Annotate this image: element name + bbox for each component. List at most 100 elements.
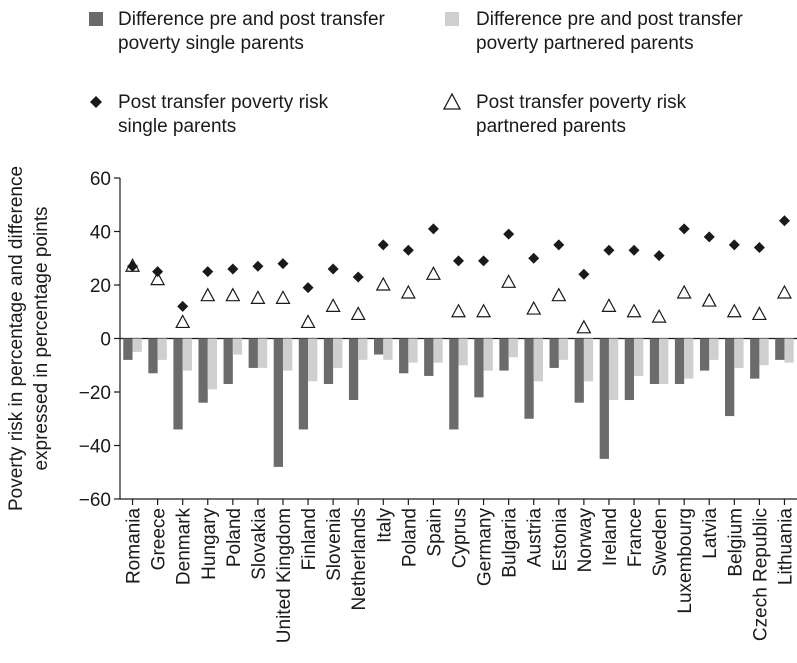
point-single-parents [478, 255, 490, 267]
bar-single-parents [399, 338, 409, 374]
bar-single-parents [574, 338, 584, 403]
x-tick-label: Slovenia [324, 508, 345, 581]
bar-single-parents [775, 338, 785, 360]
bar-partnered-parents [709, 338, 719, 360]
point-partnered-parents [225, 287, 241, 302]
bar-single-parents [298, 338, 309, 430]
x-tick-label: Luxembourg [675, 508, 696, 614]
bar-single-parents [323, 338, 334, 384]
x-tick-label: Poland [399, 508, 420, 567]
legend-label-line: Difference pre and post transfer [476, 9, 744, 30]
x-tick-labels: Romania Greece Denmark Hungary Poland Slovaki… [124, 508, 797, 644]
point-partnered-parents [751, 306, 767, 321]
legend-swatch-triangle [442, 92, 462, 110]
bar-partnered-parents [383, 338, 393, 360]
point-single-parents [202, 266, 214, 278]
point-partnered-parents [626, 303, 642, 318]
bar-partnered-parents [533, 338, 543, 382]
legend-swatch-dark [89, 12, 103, 26]
x-tick-label: Finland [299, 508, 320, 570]
bar-partnered-parents [608, 338, 619, 401]
legend-item-diamond: Post transfer poverty risk single parents [90, 92, 329, 137]
bar-single-parents [624, 338, 635, 401]
bar-partnered-parents [483, 338, 493, 371]
bar-single-parents [725, 338, 735, 417]
x-tick-label: Lithuania [775, 508, 796, 586]
point-single-parents [678, 223, 690, 235]
bar-partnered-parents [358, 338, 368, 360]
legend-swatch-diamond [90, 96, 102, 108]
bar-single-parents [499, 338, 509, 371]
x-tick-label: Netherlands [349, 508, 370, 610]
point-single-parents [302, 282, 314, 294]
bar-partnered-parents [558, 338, 569, 360]
legend-swatch-light [445, 12, 459, 26]
point-single-parents [427, 223, 439, 235]
bar-partnered-parents [734, 338, 744, 368]
x-tick-label: France [625, 508, 646, 567]
x-tick-label: United Kingdom [274, 508, 295, 643]
x-tick-label: Bulgaria [500, 508, 521, 578]
bar-single-parents [524, 338, 534, 419]
point-partnered-parents [375, 276, 391, 291]
x-tick-label: Latvia [700, 508, 721, 559]
x-tick-label: Czech Republic [750, 508, 771, 641]
bar-single-parents [123, 338, 133, 360]
bar-partnered-parents [684, 338, 694, 379]
legend-label-line: single parents [118, 116, 236, 137]
x-tick-label: Denmark [174, 508, 195, 586]
x-tick-label: Romania [124, 508, 145, 584]
bar-single-parents [173, 338, 183, 430]
y-axis-title: Poverty risk in percentage and differenc… [6, 166, 52, 511]
point-partnered-parents [701, 292, 717, 307]
point-single-parents [703, 231, 715, 243]
bar-single-parents [649, 338, 660, 384]
bar-partnered-parents [508, 338, 518, 358]
point-partnered-parents [175, 314, 191, 329]
point-partnered-parents [501, 274, 517, 288]
bar-partnered-parents [308, 338, 318, 382]
x-tick-label: Sweden [650, 508, 671, 577]
bar-single-parents [223, 338, 233, 384]
point-single-parents [152, 266, 164, 278]
legend-label-line: poverty partnered parents [476, 33, 694, 54]
x-tick-label: Cyprus [450, 508, 471, 568]
x-tick-label: Poland [224, 508, 245, 567]
x-tick-label: Norway [575, 508, 596, 573]
point-single-parents [377, 239, 389, 251]
bar-single-parents [148, 338, 158, 374]
point-single-parents [453, 255, 464, 267]
legend-label-line: Post transfer poverty risk [118, 92, 329, 113]
bar-partnered-parents [182, 338, 192, 371]
point-single-parents [653, 250, 665, 262]
bar-partnered-parents [433, 338, 443, 363]
bar-single-parents [699, 338, 710, 371]
bar-partnered-parents [207, 338, 218, 390]
point-partnered-parents [425, 266, 441, 280]
point-single-parents [252, 260, 264, 272]
point-single-parents [227, 263, 239, 275]
point-partnered-parents [200, 287, 216, 302]
bar-single-parents [273, 338, 283, 467]
bar-single-parents [198, 338, 208, 403]
point-partnered-parents [400, 284, 416, 299]
point-single-parents [503, 228, 515, 240]
bar-partnered-parents [232, 338, 243, 355]
point-single-parents [578, 268, 590, 280]
bar-single-parents [750, 338, 760, 379]
bar-single-parents [599, 338, 609, 459]
bar-single-parents [549, 338, 559, 368]
point-partnered-parents [576, 319, 592, 334]
legend-item-triangle: Post transfer poverty risk partnered pare… [442, 92, 687, 137]
point-partnered-parents [275, 290, 291, 304]
point-single-parents [402, 244, 414, 256]
bar-partnered-parents [458, 338, 468, 366]
legend-label-line: Difference pre and post transfer [118, 9, 386, 30]
x-tick-label: Estonia [550, 508, 571, 572]
point-single-parents [628, 244, 640, 256]
point-partnered-parents [651, 308, 667, 323]
bar-partnered-parents [634, 338, 644, 376]
bar-single-parents [348, 338, 359, 401]
bar-single-parents [474, 338, 484, 398]
legend-label-line: poverty single parents [118, 33, 304, 54]
